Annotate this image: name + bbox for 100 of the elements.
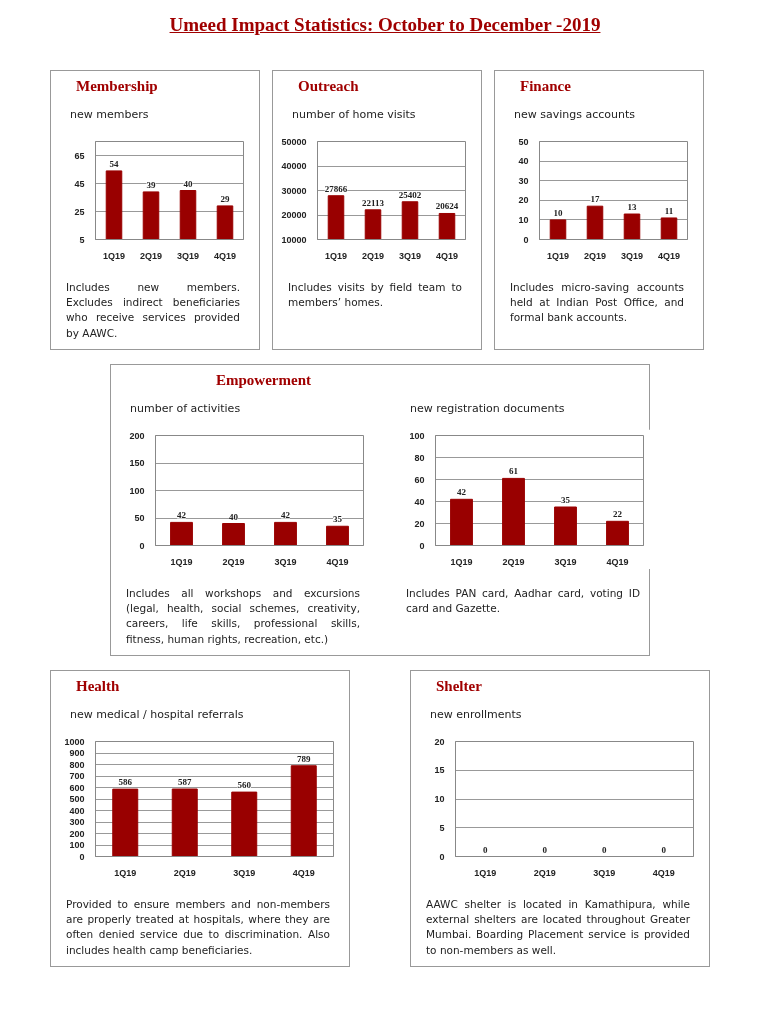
- y-tick-label: 0: [139, 540, 145, 551]
- x-tick-label: 2Q19: [583, 250, 607, 261]
- y-tick-label: 500: [69, 794, 85, 804]
- y-tick-label: 80: [414, 452, 425, 463]
- y-tick-label: 50000: [281, 136, 307, 147]
- y-tick-label: 900: [69, 748, 85, 758]
- x-tick-label: 4Q19: [213, 250, 237, 261]
- y-tick-label: 40: [414, 496, 425, 507]
- text: Includes PAN card, Aadhar card, voting ID card and Gazette.: [406, 586, 640, 617]
- x-tick-label: 4Q19: [652, 867, 675, 878]
- x-tick-label: 4Q19: [326, 556, 349, 567]
- data-label: 39: [146, 179, 156, 190]
- x-tick-label: 1Q19: [474, 867, 497, 878]
- y-tick-label: 200: [69, 828, 85, 839]
- data-label: 22113: [362, 197, 385, 208]
- x-tick-label: 4Q19: [435, 250, 459, 261]
- y-tick-label: 30: [518, 175, 529, 186]
- y-tick-label: 65: [74, 150, 85, 161]
- bar: [660, 217, 678, 240]
- y-tick-label: 50: [518, 136, 529, 147]
- bar: [231, 791, 258, 857]
- x-tick-label: 3Q19: [398, 250, 422, 261]
- y-tick-label: 0: [523, 234, 529, 245]
- x-tick-label: 2Q19: [361, 250, 385, 261]
- data-label: 10: [553, 207, 563, 218]
- y-tick-label: 400: [69, 805, 85, 816]
- y-tick-label: 0: [419, 540, 425, 551]
- chart-title: Membership: [75, 77, 158, 96]
- y-tick-label: 10: [518, 214, 529, 225]
- chart-subtitle: new savings accounts: [513, 107, 636, 123]
- x-tick-label: 2Q19: [533, 867, 556, 878]
- y-tick-label: 100: [129, 485, 145, 496]
- data-label: 42: [177, 510, 187, 521]
- y-tick-label: 40: [518, 156, 529, 167]
- text: Includes micro-saving accounts held at Indian Post Office, and formal bank accounts.: [510, 280, 684, 326]
- chart-subtitle: new members: [69, 107, 149, 123]
- x-tick-label: 2Q19: [173, 867, 196, 878]
- data-label: 0: [661, 844, 667, 855]
- y-tick-label: 20000: [281, 210, 307, 220]
- x-tick-label: 4Q19: [657, 250, 681, 261]
- x-tick-label: 3Q19: [176, 250, 200, 261]
- chart-title: Health: [75, 677, 120, 696]
- data-label: 61: [509, 466, 519, 477]
- data-label: 27866: [324, 183, 348, 194]
- data-label: 29: [220, 193, 230, 204]
- data-label: 11: [664, 205, 674, 216]
- y-tick-label: 1000: [64, 736, 85, 747]
- y-tick-label: 200: [129, 430, 145, 441]
- y-tick-label: 600: [69, 782, 85, 793]
- chart-subtitle: number of home visits: [291, 107, 416, 123]
- x-tick-label: 3Q19: [593, 867, 616, 878]
- data-label: 587: [178, 776, 192, 787]
- text: Includes all workshops and excursions (legal, health, social schemes, creativity, careers, life skills, professional skills, fitness, human rights, recreation, etc.): [126, 586, 360, 647]
- y-tick-label: 800: [69, 759, 85, 770]
- y-tick-label: 100: [69, 840, 85, 850]
- chart-subtitle: number of activities: [129, 401, 241, 417]
- chart-subtitle: new enrollments: [429, 707, 522, 723]
- y-tick-label: 700: [69, 771, 85, 781]
- y-tick-label: 20: [434, 736, 445, 747]
- x-tick-label: 3Q19: [274, 556, 297, 567]
- data-label: 42: [457, 487, 467, 498]
- data-label: 54: [109, 158, 119, 169]
- data-label: 40: [183, 178, 193, 189]
- data-label: 35: [333, 514, 343, 525]
- chart-title: Shelter: [435, 677, 482, 696]
- bar: [623, 213, 641, 240]
- data-label: 17: [590, 194, 600, 205]
- x-tick-label: 2Q19: [502, 556, 525, 567]
- x-tick-label: 4Q19: [606, 556, 629, 567]
- x-tick-label: 1Q19: [546, 250, 570, 261]
- bar: [450, 498, 473, 546]
- chart-title: Empowerment: [215, 371, 311, 390]
- x-tick-label: 3Q19: [233, 867, 256, 878]
- y-tick-label: 0: [439, 851, 445, 862]
- y-tick-label: 10: [434, 794, 445, 804]
- x-tick-label: 2Q19: [222, 556, 245, 567]
- y-tick-label: 15: [434, 765, 445, 776]
- bar: [290, 765, 317, 857]
- data-label: 560: [237, 780, 252, 791]
- y-tick-label: 0: [79, 851, 85, 862]
- chart-subtitle: new registration documents: [409, 401, 565, 417]
- bar: [549, 219, 567, 240]
- x-tick-label: 1Q19: [324, 250, 348, 261]
- data-label: 42: [281, 510, 291, 521]
- data-label: 22: [613, 509, 623, 520]
- data-label: 20624: [435, 201, 459, 212]
- y-tick-label: 5: [79, 234, 85, 245]
- bar: [171, 788, 198, 857]
- chart-title: Finance: [519, 77, 571, 96]
- x-tick-label: 3Q19: [620, 250, 644, 261]
- y-tick-label: 20: [414, 518, 425, 529]
- x-tick-label: 1Q19: [450, 556, 473, 567]
- y-tick-label: 30000: [281, 185, 307, 196]
- text: Provided to ensure members and non-members are properly treated at hospitals, where they are often denied service due to discrimination. Also includes health camp beneficiaries.: [66, 897, 330, 958]
- text: AAWC shelter is located in Kamathipura, while external shelters are located throughout Greater Mumbai. Boarding Placement service is provided to non-members as well.: [426, 897, 690, 958]
- y-tick-label: 150: [129, 458, 145, 468]
- bar: [606, 520, 629, 546]
- y-tick-label: 60: [414, 474, 425, 485]
- y-tick-label: 20: [518, 195, 529, 206]
- chart-title: Outreach: [297, 77, 359, 96]
